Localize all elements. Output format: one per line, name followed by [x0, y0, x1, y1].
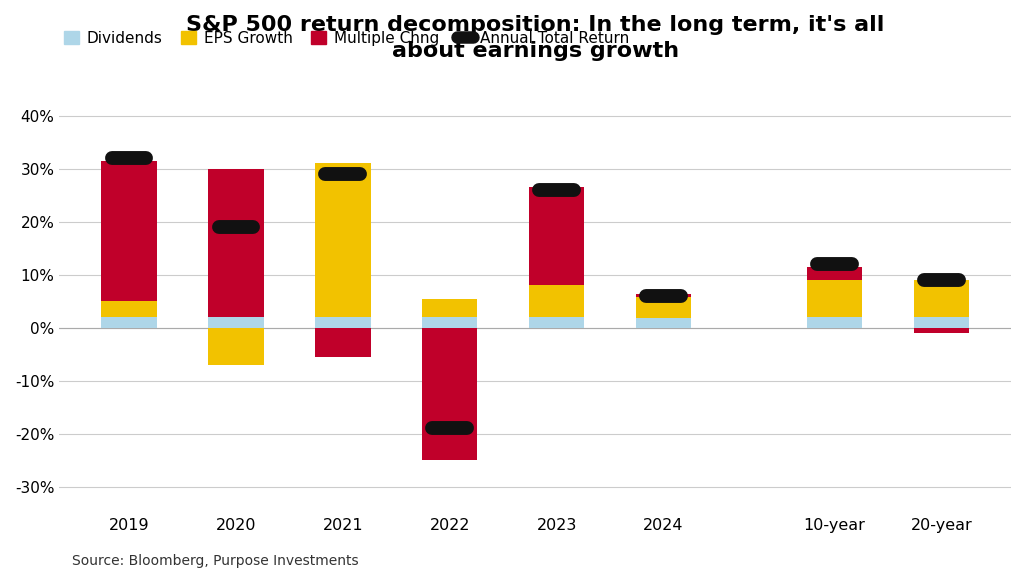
- Bar: [208, 317, 264, 328]
- Bar: [528, 317, 585, 328]
- Bar: [636, 318, 692, 328]
- Bar: [315, 163, 370, 317]
- Bar: [914, 328, 970, 333]
- Title: S&P 500 return decomposition: In the long term, it's all
about earnings growth: S&P 500 return decomposition: In the lon…: [186, 15, 884, 62]
- Bar: [914, 317, 970, 328]
- Bar: [422, 317, 477, 328]
- Bar: [806, 280, 863, 317]
- Bar: [636, 297, 692, 318]
- Bar: [208, 328, 264, 365]
- Bar: [208, 168, 264, 317]
- Legend: Dividends, EPS Growth, Multiple Chng, Annual Total Return: Dividends, EPS Growth, Multiple Chng, An…: [57, 25, 636, 52]
- Bar: [422, 328, 477, 460]
- Bar: [102, 301, 157, 317]
- Bar: [806, 267, 863, 280]
- Bar: [914, 280, 970, 317]
- Bar: [422, 299, 477, 317]
- Bar: [636, 294, 692, 297]
- Bar: [315, 317, 370, 328]
- Bar: [806, 317, 863, 328]
- Bar: [315, 328, 370, 357]
- Bar: [528, 187, 585, 286]
- Bar: [528, 286, 585, 317]
- Bar: [102, 161, 157, 301]
- Text: Source: Bloomberg, Purpose Investments: Source: Bloomberg, Purpose Investments: [72, 554, 358, 568]
- Bar: [102, 317, 157, 328]
